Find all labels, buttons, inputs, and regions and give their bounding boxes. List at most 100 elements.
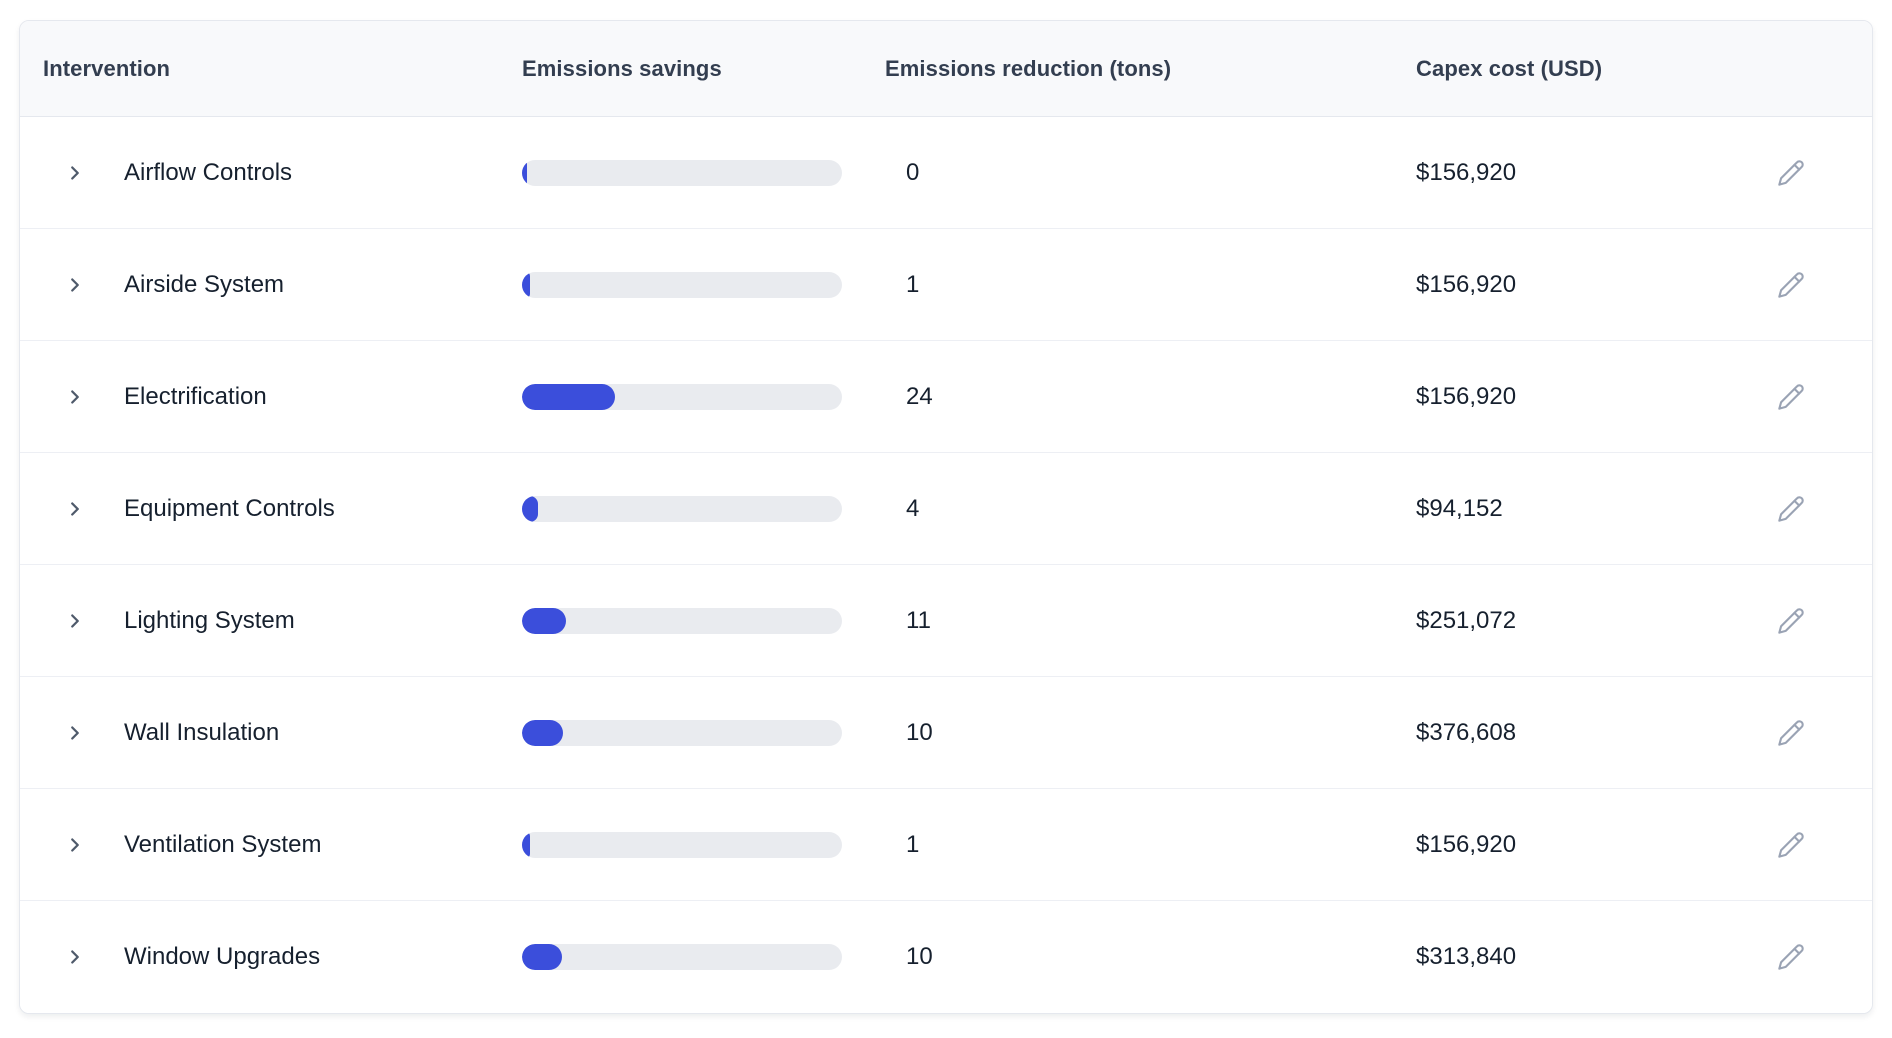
intervention-name: Window Upgrades: [124, 943, 321, 970]
edit-row-button[interactable]: [1776, 158, 1806, 188]
actions-cell: [1756, 158, 1872, 188]
actions-cell: [1756, 830, 1872, 860]
emissions-reduction-value: 11: [906, 606, 931, 634]
intervention-name: Lighting System: [124, 606, 295, 634]
intervention-name: Wall Insulation: [124, 718, 280, 746]
emissions-reduction-value: 1: [906, 270, 920, 298]
intervention-name: Airflow Controls: [124, 158, 293, 186]
chevron-right-icon: [64, 498, 86, 520]
capex-cost-value: $313,840: [1416, 943, 1517, 970]
intervention-cell: Wall Insulation: [20, 719, 522, 747]
pencil-icon: [1777, 831, 1805, 859]
intervention-cell: Airside System: [20, 271, 522, 299]
actions-cell: [1756, 606, 1872, 636]
pencil-icon: [1777, 495, 1805, 523]
emissions-reduction-value: 24: [906, 382, 933, 410]
pencil-icon: [1777, 159, 1805, 187]
capex-cost-value: $156,920: [1416, 382, 1517, 410]
expand-row-button[interactable]: [64, 610, 86, 632]
emissions-savings-bar-fill: [522, 159, 527, 186]
emissions-reduction-value: 10: [906, 943, 933, 970]
actions-cell: [1756, 270, 1872, 300]
emissions-reduction-value: 0: [906, 158, 920, 186]
table-row: Window Upgrades 10 $313,840: [20, 901, 1872, 1013]
emissions-reduction-value: 1: [906, 830, 920, 858]
edit-row-button[interactable]: [1776, 942, 1806, 972]
pencil-icon: [1777, 943, 1805, 971]
edit-row-button[interactable]: [1776, 382, 1806, 412]
column-header-capex-cost: Capex cost (USD): [1416, 55, 1603, 81]
emissions-savings-bar-fill: [522, 944, 562, 970]
pencil-icon: [1777, 383, 1805, 411]
edit-row-button[interactable]: [1776, 606, 1806, 636]
emissions-savings-bar-fill: [522, 495, 538, 522]
intervention-cell: Airflow Controls: [20, 159, 522, 187]
expand-row-button[interactable]: [64, 274, 86, 296]
pencil-icon: [1777, 271, 1805, 299]
table-row: Ventilation System 1 $156,920: [20, 789, 1872, 901]
capex-cost-value: $94,152: [1416, 494, 1503, 522]
intervention-name: Airside System: [124, 270, 285, 298]
emissions-savings-cell: [522, 831, 885, 858]
emissions-savings-cell: [522, 271, 885, 298]
column-header-emissions-reduction: Emissions reduction (tons): [885, 55, 1172, 81]
table-row: Airside System 1 $156,920: [20, 229, 1872, 341]
capex-cost-value: $251,072: [1416, 606, 1517, 634]
expand-row-button[interactable]: [64, 946, 86, 968]
expand-row-button[interactable]: [64, 386, 86, 408]
capex-cost-value: $156,920: [1416, 158, 1517, 186]
table-body: Airflow Controls 0 $156,920: [20, 117, 1872, 1013]
table-row: Electrification 24 $156,920: [20, 341, 1872, 453]
actions-cell: [1756, 382, 1872, 412]
emissions-reduction-value: 4: [906, 494, 920, 522]
column-header-emissions-savings: Emissions savings: [522, 55, 722, 81]
intervention-cell: Window Upgrades: [20, 943, 522, 971]
emissions-savings-bar: [522, 383, 842, 410]
emissions-savings-cell: [522, 383, 885, 410]
table-row: Equipment Controls 4 $94,152: [20, 453, 1872, 565]
column-header-intervention: Intervention: [43, 55, 171, 81]
chevron-right-icon: [64, 274, 86, 296]
chevron-right-icon: [64, 834, 86, 856]
emissions-savings-bar: [522, 159, 842, 186]
capex-cost-value: $156,920: [1416, 830, 1517, 858]
chevron-right-icon: [64, 722, 86, 744]
pencil-icon: [1777, 719, 1805, 747]
capex-cost-value: $156,920: [1416, 270, 1517, 298]
emissions-savings-cell: [522, 607, 885, 634]
emissions-savings-bar: [522, 271, 842, 298]
emissions-savings-bar: [522, 607, 842, 634]
emissions-savings-cell: [522, 719, 885, 746]
emissions-savings-bar-fill: [522, 271, 530, 298]
emissions-savings-bar: [522, 944, 842, 970]
intervention-cell: Ventilation System: [20, 831, 522, 859]
edit-row-button[interactable]: [1776, 718, 1806, 748]
table-header: Intervention Emissions savings Emissions…: [20, 21, 1872, 117]
table-row: Airflow Controls 0 $156,920: [20, 117, 1872, 229]
emissions-reduction-value: 10: [906, 718, 933, 746]
table-row: Lighting System 11 $251,072: [20, 565, 1872, 677]
intervention-name: Ventilation System: [124, 830, 322, 858]
expand-row-button[interactable]: [64, 498, 86, 520]
intervention-cell: Lighting System: [20, 607, 522, 635]
emissions-savings-bar-fill: [522, 831, 530, 858]
capex-cost-value: $376,608: [1416, 718, 1517, 746]
pencil-icon: [1777, 607, 1805, 635]
edit-row-button[interactable]: [1776, 494, 1806, 524]
emissions-savings-bar-fill: [522, 607, 567, 634]
interventions-table: Intervention Emissions savings Emissions…: [19, 20, 1873, 1014]
chevron-right-icon: [64, 610, 86, 632]
expand-row-button[interactable]: [64, 722, 86, 744]
expand-row-button[interactable]: [64, 834, 86, 856]
table-row: Wall Insulation 10 $376,608: [20, 677, 1872, 789]
expand-row-button[interactable]: [64, 162, 86, 184]
intervention-name: Equipment Controls: [124, 494, 335, 522]
chevron-right-icon: [64, 162, 86, 184]
chevron-right-icon: [64, 386, 86, 408]
emissions-savings-bar-fill: [522, 719, 563, 746]
emissions-savings-bar: [522, 719, 842, 746]
edit-row-button[interactable]: [1776, 270, 1806, 300]
emissions-savings-cell: [522, 159, 885, 186]
actions-cell: [1756, 718, 1872, 748]
edit-row-button[interactable]: [1776, 830, 1806, 860]
